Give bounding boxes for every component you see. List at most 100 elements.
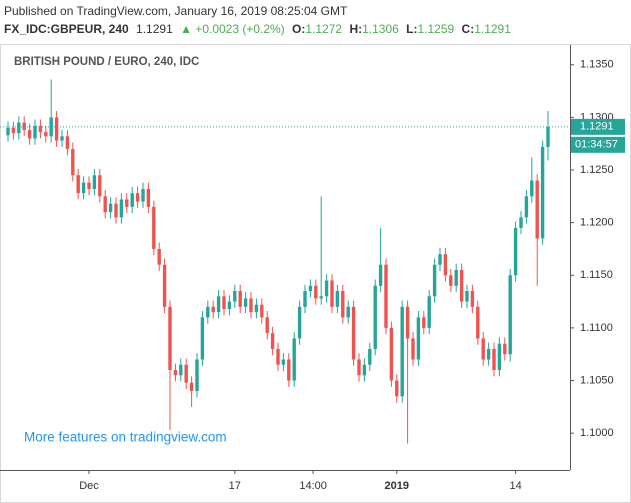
candle-body xyxy=(378,264,383,286)
candle-body xyxy=(287,359,291,381)
candle-body xyxy=(6,127,10,136)
candle-body xyxy=(357,359,361,376)
candle-body xyxy=(486,348,491,360)
candle-body xyxy=(270,333,275,349)
candle-body xyxy=(373,285,377,349)
candle-body xyxy=(368,348,372,365)
candle-body xyxy=(81,182,86,194)
candle-body xyxy=(200,317,205,360)
candle-body xyxy=(427,296,431,328)
candle-body xyxy=(351,306,356,360)
candle-body xyxy=(254,304,259,313)
candle-body xyxy=(422,317,426,328)
candle-body xyxy=(476,306,480,339)
candle-body xyxy=(497,343,502,370)
candle-body xyxy=(260,304,264,318)
candle-body xyxy=(189,382,194,392)
x-tick-label: Dec xyxy=(79,480,99,492)
candle-body xyxy=(33,125,37,139)
candle-body xyxy=(432,264,437,297)
candle-body xyxy=(265,317,269,334)
candle-body xyxy=(108,203,113,213)
candle-body xyxy=(362,364,367,376)
candle-body xyxy=(546,126,550,147)
symbol-line: FX_IDC:GBPEUR, 240 1.1291 ▲ +0.0023 (+0.… xyxy=(4,22,511,36)
candle-body xyxy=(540,146,545,239)
ohlc-label: H: xyxy=(349,22,362,36)
candle-body xyxy=(395,380,399,397)
candle-body xyxy=(465,291,469,302)
candle-body xyxy=(292,338,296,381)
candle-body xyxy=(297,306,302,339)
candle-body xyxy=(438,254,442,265)
candle-body xyxy=(503,343,507,355)
candle-body xyxy=(22,122,26,130)
candle-body xyxy=(449,275,453,286)
candle-body xyxy=(168,306,172,370)
ohlc-value: 1.1291 xyxy=(474,22,511,36)
y-tick-label: 1.1250 xyxy=(580,164,614,176)
symbol: FX_IDC:GBPEUR, 240 xyxy=(4,22,129,36)
candle-body xyxy=(281,359,286,365)
ohlc-value: 1.1272 xyxy=(305,22,342,36)
candle-body xyxy=(233,291,237,302)
candle-body xyxy=(314,285,318,299)
ohlc-label: L: xyxy=(406,22,417,36)
candle-body xyxy=(54,117,59,141)
candle-body xyxy=(125,199,129,207)
candle-body xyxy=(519,217,523,228)
candle-body xyxy=(470,291,475,307)
y-tick-label: 1.1350 xyxy=(580,59,614,71)
candle-body xyxy=(146,188,151,207)
candle-body xyxy=(65,136,70,149)
y-tick-label: 1.1100 xyxy=(580,322,613,334)
candle-body xyxy=(249,298,253,313)
candle-body xyxy=(335,291,340,307)
ohlc-label: C: xyxy=(462,22,475,36)
candle-body xyxy=(530,180,534,197)
candle-body xyxy=(162,264,167,307)
x-tick-label: 2019 xyxy=(385,480,409,492)
candle-body xyxy=(92,175,97,189)
ohlc-label: O: xyxy=(292,22,305,36)
candle-body xyxy=(179,364,183,376)
last-price-label: 1.1291 xyxy=(580,121,614,133)
last-price-box xyxy=(571,118,625,135)
candle-body xyxy=(216,296,221,313)
candle-body xyxy=(114,203,118,218)
y-tick-label: 1.1000 xyxy=(580,427,614,439)
candle-body xyxy=(411,338,415,360)
candle-body xyxy=(152,206,156,249)
candle-body xyxy=(454,270,458,286)
candle-body xyxy=(206,306,210,318)
candle-body xyxy=(238,291,242,307)
candle-body xyxy=(276,348,280,365)
watermark[interactable]: More features on tradingview.com xyxy=(24,430,227,445)
candle-body xyxy=(492,348,496,370)
chart-title: BRITISH POUND / EURO, 240, IDC xyxy=(14,56,199,68)
candle-body xyxy=(513,227,518,276)
candle-body xyxy=(405,306,410,339)
candle-body xyxy=(227,301,232,309)
candle-body xyxy=(184,364,188,383)
candle-body xyxy=(303,291,307,307)
y-tick-label: 1.1050 xyxy=(580,374,614,386)
candle-body xyxy=(346,306,350,318)
y-tick-label: 1.1150 xyxy=(580,269,613,281)
x-tick-label: 17 xyxy=(229,480,241,492)
candle-body xyxy=(44,132,48,137)
x-tick-label: 14:00 xyxy=(299,480,327,492)
ohlc-value: 1.1259 xyxy=(417,22,454,36)
candle-body xyxy=(60,136,64,141)
candle-body xyxy=(243,298,248,307)
candle-body xyxy=(211,306,215,313)
candle-body xyxy=(416,317,421,360)
candle-body xyxy=(222,296,226,309)
candle-body xyxy=(524,196,529,218)
x-tick-label: 14 xyxy=(509,480,521,492)
candle-body xyxy=(443,254,448,276)
candle-body xyxy=(87,182,91,189)
candle-body xyxy=(119,199,124,218)
